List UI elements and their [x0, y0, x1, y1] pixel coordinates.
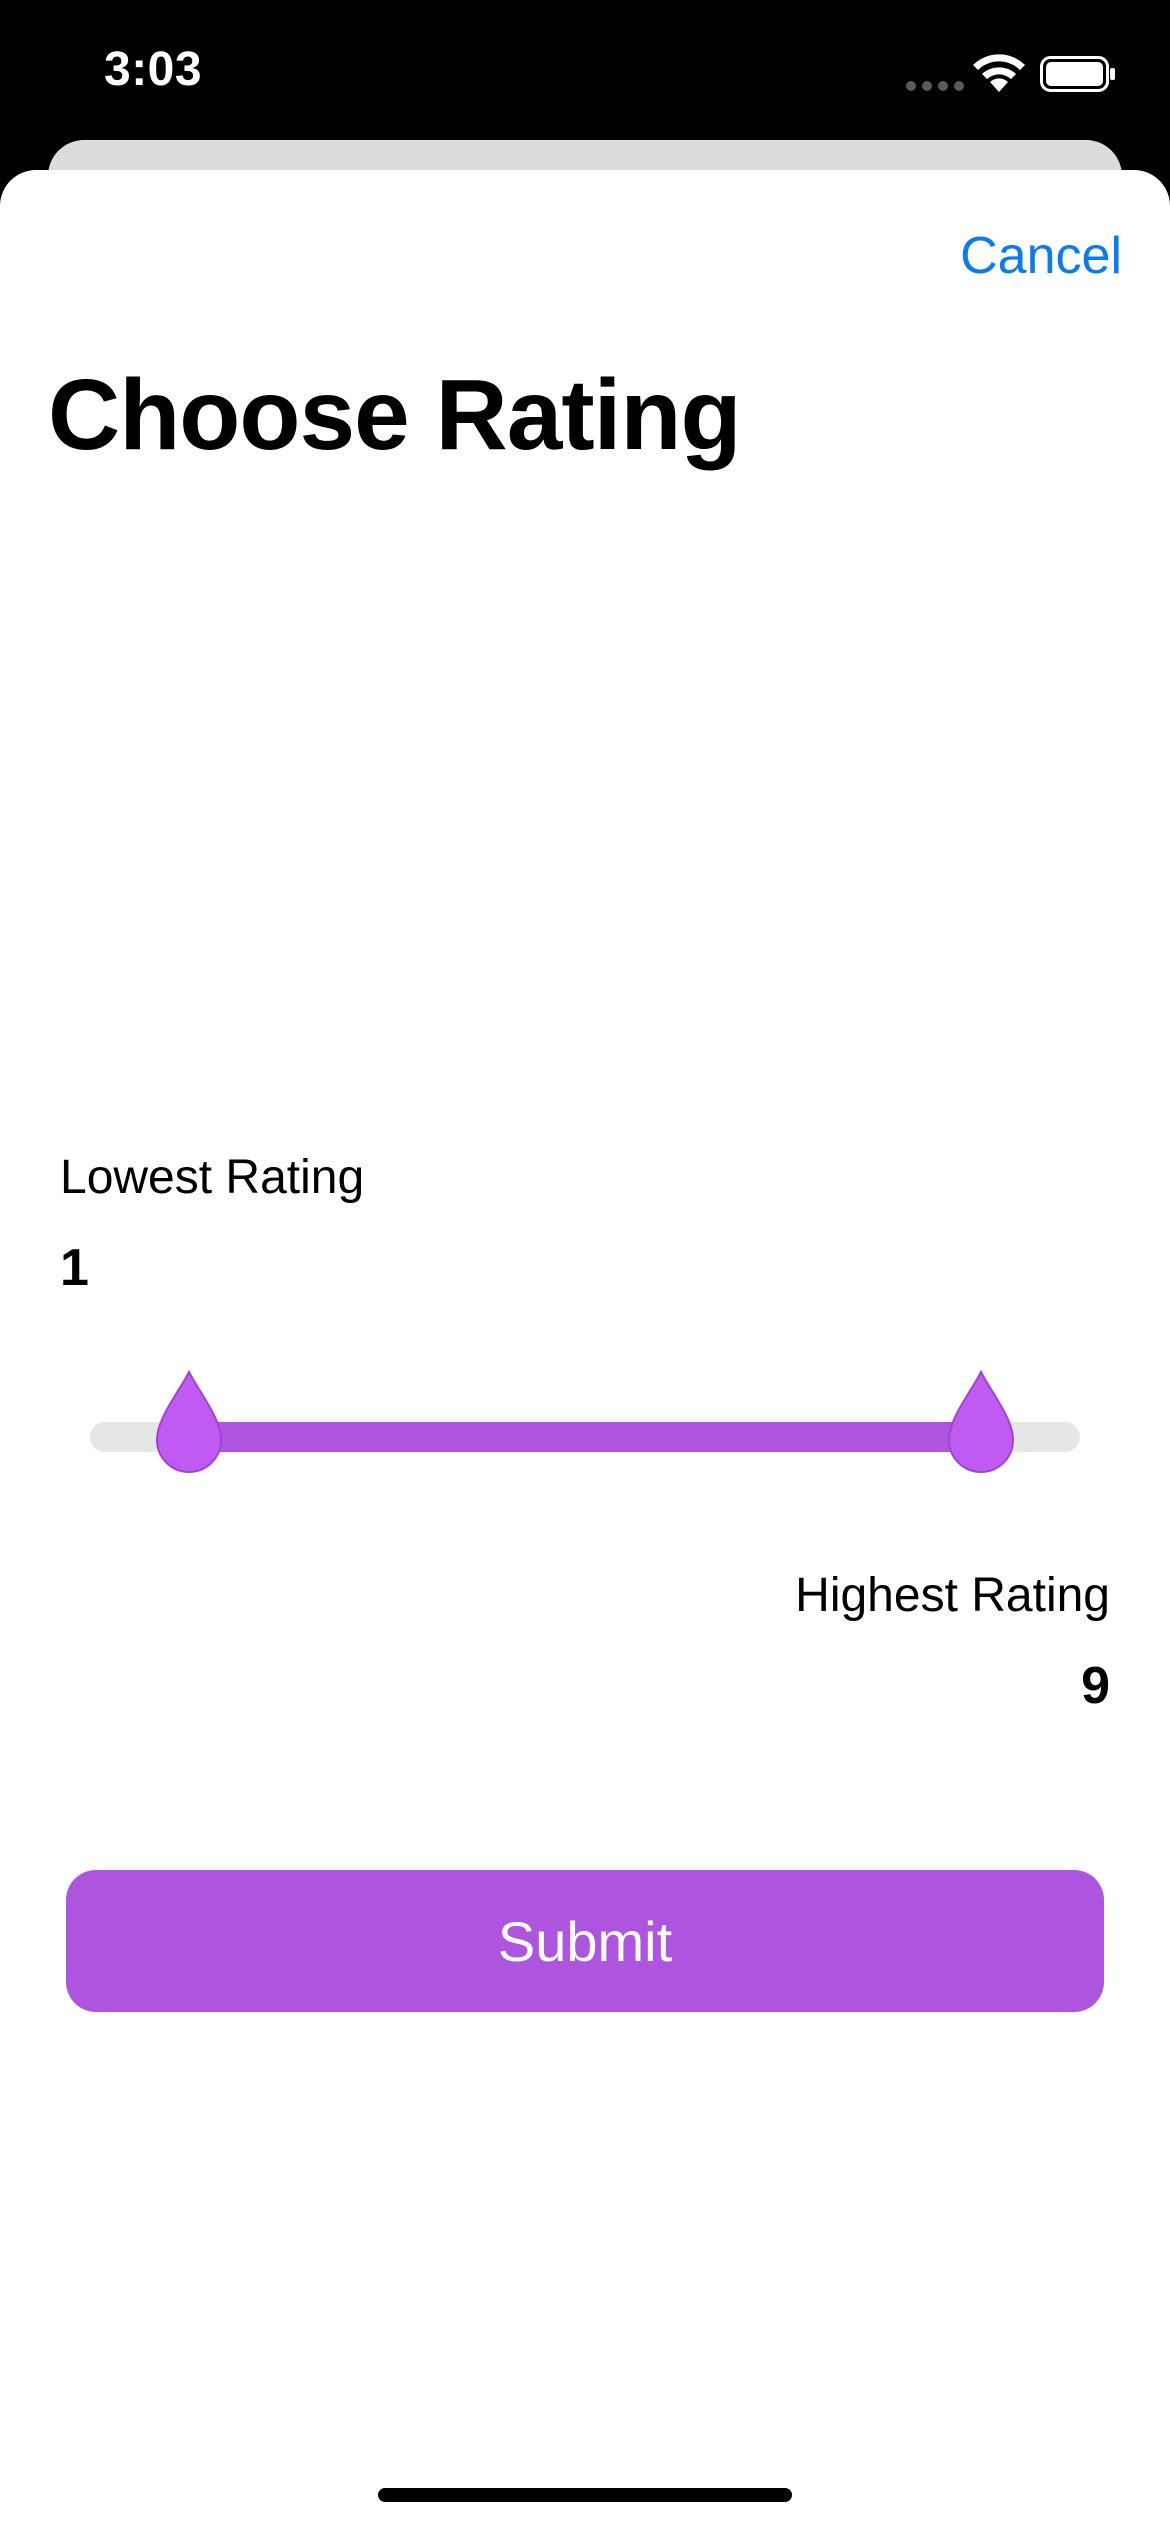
slider-selected-range — [189, 1422, 981, 1452]
lowest-rating-value: 1 — [60, 1239, 89, 1297]
page-title: Choose Rating — [48, 359, 742, 471]
highest-rating-value: 9 — [1081, 1657, 1110, 1715]
highest-rating-label: Highest Rating — [795, 1569, 1110, 1622]
rating-sheet: Cancel Choose Rating Lowest Rating 1 Hig… — [0, 170, 1170, 2532]
wifi-icon — [973, 54, 1025, 92]
cancel-button[interactable]: Cancel — [960, 227, 1122, 285]
home-indicator — [378, 2488, 792, 2502]
battery-full-icon — [1040, 56, 1115, 92]
status-time: 3:03 — [104, 43, 203, 96]
rating-range-slider[interactable] — [90, 1370, 1080, 1500]
lowest-rating-label: Lowest Rating — [60, 1151, 365, 1204]
status-bar: 3:03 — [0, 0, 1170, 150]
cellular-dots-icon — [906, 81, 964, 91]
upper-thumb-handle[interactable] — [947, 1370, 1015, 1474]
submit-button[interactable]: Submit — [66, 1870, 1104, 2012]
lower-thumb-handle[interactable] — [155, 1370, 223, 1474]
